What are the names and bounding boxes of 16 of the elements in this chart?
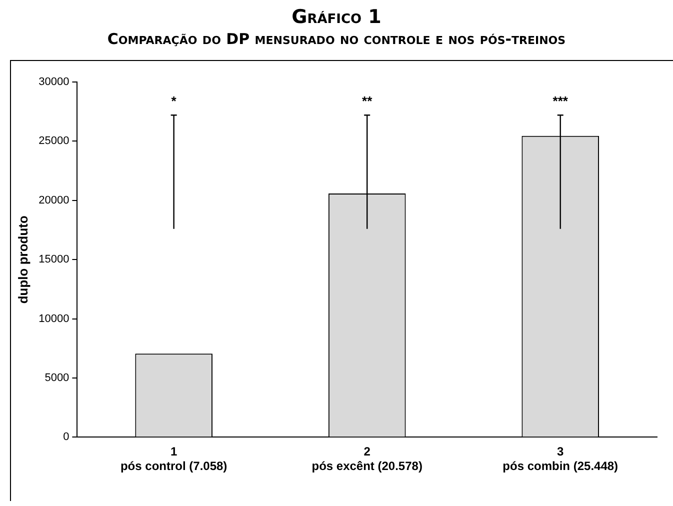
annotation: *** xyxy=(552,94,569,109)
y-tick-label: 15000 xyxy=(38,254,70,266)
annotation: * xyxy=(171,94,178,109)
y-tick-label: 25000 xyxy=(38,135,70,148)
y-tick-label: 30000 xyxy=(38,76,70,88)
chart-subtitle: Comparação do DP mensurado no controle e nos pós-treinos xyxy=(106,30,567,50)
y-tick-label: 20000 xyxy=(38,194,70,206)
y-tick-label: 0 xyxy=(63,431,70,444)
y-tick-label: 5000 xyxy=(44,372,70,384)
annotation: ** xyxy=(362,94,374,109)
x-tick-label: 2 pós excênt (20.578) xyxy=(312,444,422,474)
x-tick-label: 3 pós combin (25.448) xyxy=(502,444,618,474)
x-tick-label: 1 pós control (7.058) xyxy=(120,444,228,474)
chart-title: Gráfico 1 xyxy=(290,6,382,30)
y-tick-label: 10000 xyxy=(38,312,70,325)
y-axis-title: duplo produto xyxy=(15,216,30,304)
